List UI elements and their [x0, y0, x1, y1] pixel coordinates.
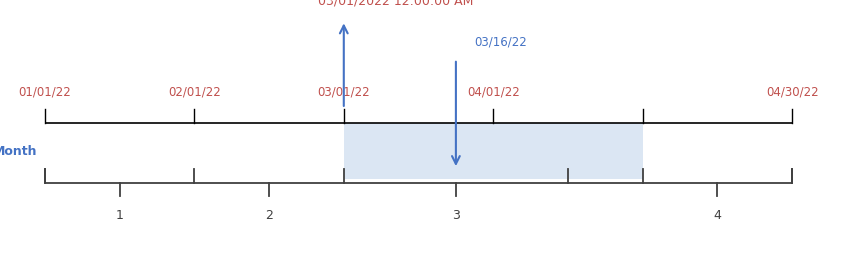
Bar	[344, 123, 642, 179]
Text: Month: Month	[0, 145, 37, 157]
Text: 4: 4	[713, 209, 722, 222]
Text: 02/01/22: 02/01/22	[168, 86, 221, 99]
Text: 1: 1	[116, 209, 124, 222]
Text: 03/01/2022 12:00:00 AM: 03/01/2022 12:00:00 AM	[319, 0, 474, 8]
Text: 03/16/22: 03/16/22	[474, 36, 527, 49]
Text: 03/01/22: 03/01/22	[318, 86, 370, 99]
Text: 01/01/22: 01/01/22	[19, 86, 72, 99]
Text: 3: 3	[452, 209, 460, 222]
Text: 2: 2	[265, 209, 273, 222]
Text: 04/01/22: 04/01/22	[467, 86, 520, 99]
Text: 04/30/22: 04/30/22	[766, 86, 819, 99]
